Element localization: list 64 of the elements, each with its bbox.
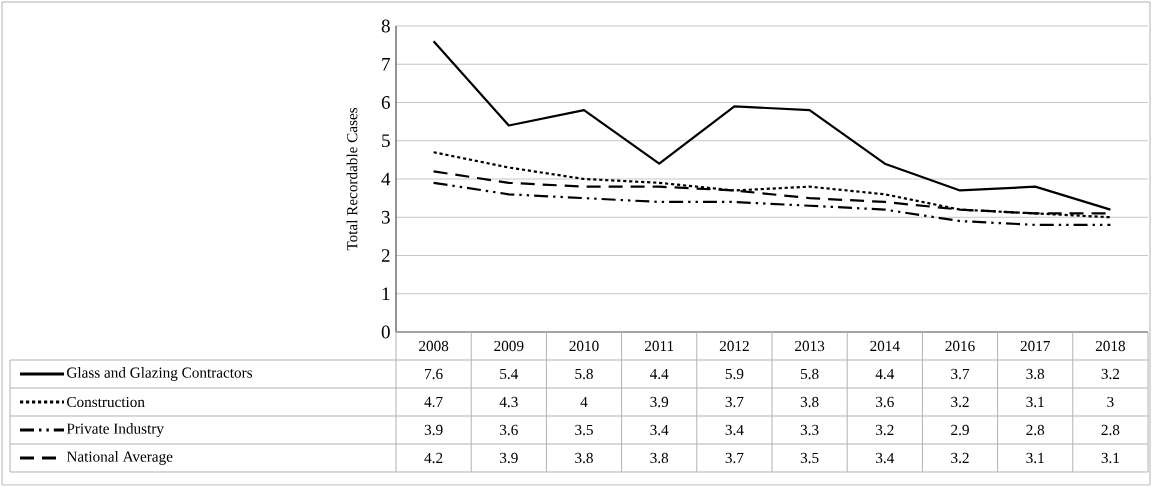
data-label: 3.1 xyxy=(1026,452,1044,464)
data-label: 4.4 xyxy=(649,368,669,380)
data-label: 3.1 xyxy=(1026,396,1044,408)
data-label: 4.7 xyxy=(424,396,443,408)
data-label: 4.2 xyxy=(424,452,443,464)
data-label: 3.2 xyxy=(951,452,969,464)
data-label: 2.9 xyxy=(951,424,969,436)
y-tick-label: 8 xyxy=(381,19,390,33)
data-label: 5.9 xyxy=(725,368,744,380)
data-label: 3.8 xyxy=(800,396,819,408)
y-tick-label: 1 xyxy=(382,287,390,301)
x-tick-label: 2018 xyxy=(1095,340,1126,352)
x-tick-label: 2013 xyxy=(795,340,825,352)
data-label: 3.3 xyxy=(800,424,819,436)
data-label: 3.2 xyxy=(876,424,894,436)
y-tick-label: 2 xyxy=(381,249,390,262)
data-label: 4.3 xyxy=(499,396,518,408)
data-label: 4.4 xyxy=(875,368,895,380)
data-label: 4 xyxy=(580,396,588,407)
data-label: 2.8 xyxy=(1101,424,1120,436)
data-label: 2.8 xyxy=(1026,424,1045,436)
x-tick-label: 2012 xyxy=(719,340,749,352)
data-label: 3.8 xyxy=(1026,368,1045,380)
data-label: 3.5 xyxy=(575,424,593,436)
y-tick-label: 4 xyxy=(381,172,391,186)
y-axis-title: Total Recordable Cases xyxy=(346,107,358,251)
data-label: 3.8 xyxy=(575,452,593,464)
data-label: 3.9 xyxy=(424,424,443,436)
data-label: 7.6 xyxy=(425,368,443,380)
data-label: 3.8 xyxy=(650,452,669,464)
data-label: 3.7 xyxy=(725,452,744,464)
data-label: 3.2 xyxy=(1101,368,1120,380)
y-tick-label: 3 xyxy=(381,210,390,224)
data-label: 3.5 xyxy=(800,452,819,464)
x-tick-label: 2011 xyxy=(644,340,674,352)
x-tick-label: 2016 xyxy=(945,340,975,352)
data-label: 3.6 xyxy=(500,424,518,436)
data-label: 3.9 xyxy=(500,452,518,464)
legend-label: Glass and Glazing Contractors xyxy=(67,367,253,381)
legend-label: Private Industry xyxy=(66,423,164,437)
data-label: 5.8 xyxy=(575,368,593,380)
data-label: 3.2 xyxy=(951,396,969,408)
data-label: 3 xyxy=(1107,396,1114,408)
x-tick-label: 2009 xyxy=(494,340,524,352)
data-label: 3.4 xyxy=(650,424,669,436)
x-tick-label: 2017 xyxy=(1020,340,1050,352)
data-label: 5.4 xyxy=(500,368,519,380)
data-label: 3.1 xyxy=(1101,452,1119,464)
data-label: 3.4 xyxy=(725,424,744,436)
data-label: 5.8 xyxy=(800,368,819,380)
data-label: 3.7 xyxy=(725,396,744,408)
x-tick-label: 2014 xyxy=(870,340,900,352)
data-label: 3.6 xyxy=(876,396,894,408)
data-label: 3.4 xyxy=(876,452,895,464)
y-tick-label: 5 xyxy=(382,134,390,148)
y-tick-label: 7 xyxy=(382,58,391,71)
data-label: 3.7 xyxy=(951,368,970,380)
legend-label: Construction xyxy=(67,396,145,408)
data-label: 3.9 xyxy=(650,396,669,408)
legend-label: National Average xyxy=(66,451,173,465)
x-tick-label: 2010 xyxy=(569,340,599,352)
y-tick-label: 6 xyxy=(381,96,390,109)
y-tick-label: 0 xyxy=(381,325,390,339)
x-tick-label: 2008 xyxy=(419,340,449,352)
